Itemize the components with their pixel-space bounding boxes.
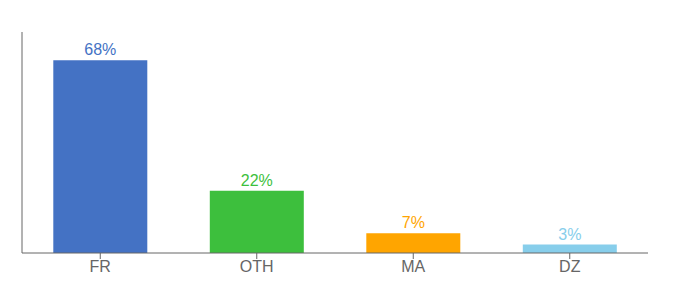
svg-text:OTH: OTH [240,258,274,275]
svg-text:7%: 7% [402,214,425,231]
svg-text:22%: 22% [241,172,273,189]
svg-text:68%: 68% [84,41,116,58]
svg-text:FR: FR [90,258,111,275]
svg-text:MA: MA [401,258,425,275]
svg-text:DZ: DZ [559,258,581,275]
svg-text:3%: 3% [558,226,581,243]
